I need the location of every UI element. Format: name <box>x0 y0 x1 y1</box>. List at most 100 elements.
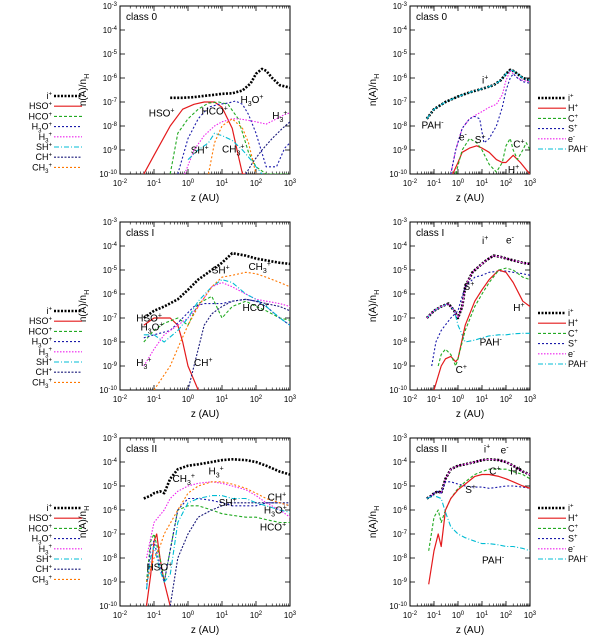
y-axis-label: n(A)/nH <box>368 74 381 106</box>
annotation-s-plus: S+ <box>465 484 476 496</box>
y-tick-label: 10-6 <box>103 506 118 515</box>
legend-label-i-plus: i+ <box>568 503 574 513</box>
y-tick-label: 10-3 <box>103 2 118 11</box>
series-group <box>143 457 290 606</box>
y-tick-label: 10-8 <box>103 554 118 563</box>
y-axis-label: n(A)/nH <box>368 506 381 538</box>
series-line-h-plus <box>428 473 530 585</box>
y-tick-label: 10-4 <box>103 458 118 467</box>
series-line-i-plus <box>143 457 290 500</box>
series-line-i-plus <box>425 68 530 120</box>
annotation-pah-minus: PAH- <box>482 554 505 566</box>
x-tick-label: 102 <box>250 395 263 404</box>
legend: i+H+C+S+e-PAH- <box>538 308 588 369</box>
annotation-i-plus: i+ <box>482 74 488 86</box>
legend-label-hco-plus: HCO+ <box>28 523 52 533</box>
y-tick-label: 10-6 <box>393 74 408 83</box>
x-tick-label: 103 <box>524 179 537 188</box>
series-line-c-plus <box>428 468 530 551</box>
annotation-c-plus: C+ <box>456 364 467 376</box>
y-tick-label: 10-6 <box>393 290 408 299</box>
panel-title: class II <box>126 444 157 455</box>
x-axis-label: z (AU) <box>191 409 219 420</box>
y-tick-label: 10-7 <box>103 314 118 323</box>
annotation-h3o-plus: H3O+ <box>240 94 263 108</box>
series-line-s-plus <box>426 481 530 499</box>
x-tick-label: 10-2 <box>403 395 418 404</box>
legend: i+HSO+HCO+H3O+H3+SH+CH+CH3+ <box>28 91 82 175</box>
series-line-pah-minus <box>426 69 530 120</box>
annotation-h3o-plus: H3O+ <box>140 322 163 336</box>
panel-right-class-0: 10-2 10-1 100 101 102 103 10-10 10-9 10-8 10-7 10-… <box>368 2 537 204</box>
y-tick-label: 10-5 <box>393 482 408 491</box>
series-line-ch-plus <box>187 298 290 390</box>
legend-label-i-plus: i+ <box>568 93 574 103</box>
legend-label-hso-plus: HSO+ <box>29 101 53 111</box>
y-axis-label: n(A)/nH <box>78 506 91 538</box>
series-line-i-plus <box>425 254 530 320</box>
x-tick-label: 103 <box>524 395 537 404</box>
y-tick-label: 10-10 <box>99 170 117 179</box>
x-axis-label: z (AU) <box>456 409 484 420</box>
series-group <box>425 68 530 174</box>
annotation-sh-plus: SH+ <box>219 497 237 509</box>
x-tick-label: 103 <box>284 611 297 620</box>
legend-label-c-plus: C+ <box>568 113 579 123</box>
annotation-sh-plus: SH+ <box>191 145 209 157</box>
legend-label-hso-plus: HSO+ <box>29 513 53 523</box>
legend-label-s-plus: S+ <box>568 124 578 134</box>
series-line-ch3-plus <box>207 118 257 174</box>
series-line-c-plus <box>455 137 530 174</box>
y-tick-label: 10-10 <box>99 602 117 611</box>
y-tick-label: 10-9 <box>393 578 408 587</box>
y-tick-label: 10-7 <box>393 98 408 107</box>
legend: i+HSO+HCO+H3O+H3+SH+CH+CH3+ <box>28 306 82 390</box>
legend: i+HSO+HCO+H3O+H3+SH+CH+CH3+ <box>28 503 82 587</box>
y-tick-label: 10-8 <box>103 338 118 347</box>
x-tick-label: 100 <box>182 395 195 404</box>
annotation-ch3-plus: CH3+ <box>248 261 270 275</box>
legend-label-h-plus: H+ <box>568 513 579 523</box>
x-tick-label: 10-1 <box>147 611 162 620</box>
legend-label-ch3-plus: CH3+ <box>32 377 52 390</box>
annotation-s-plus: S+ <box>475 134 486 146</box>
x-tick-label: 103 <box>524 611 537 620</box>
x-tick-label: 101 <box>216 611 229 620</box>
y-tick-label: 10-5 <box>103 482 118 491</box>
legend-label-sh-plus: SH+ <box>36 142 53 152</box>
x-tick-label: 101 <box>476 611 489 620</box>
legend-label-hco-plus: HCO+ <box>28 111 52 121</box>
y-tick-label: 10-4 <box>103 26 118 35</box>
annotation-sh-plus: SH+ <box>212 265 230 277</box>
legend-label-pah-minus: PAH- <box>568 359 588 369</box>
y-tick-label: 10-9 <box>103 578 118 587</box>
legend-label-ch-plus: CH+ <box>35 367 52 377</box>
y-tick-label: 10-9 <box>103 146 118 155</box>
x-axis-label: z (AU) <box>191 193 219 204</box>
y-tick-label: 10-3 <box>393 2 408 11</box>
legend-label-s-plus: S+ <box>568 339 578 349</box>
series-line-h-plus <box>433 269 530 390</box>
annotation-e-minus: e- <box>501 444 510 456</box>
panel-left-class-I: 10-2 10-1 100 101 102 103 10-10 10-9 10-8 10-7 10-… <box>78 218 297 420</box>
y-tick-label: 10-6 <box>393 506 408 515</box>
series-line-h3-plus <box>143 281 290 367</box>
legend-label-ch-plus: CH+ <box>35 152 52 162</box>
legend-label-e-minus: e- <box>568 349 575 359</box>
y-tick-label: 10-4 <box>103 242 118 251</box>
x-tick-label: 101 <box>216 179 229 188</box>
x-tick-label: 101 <box>216 395 229 404</box>
legend-label-c-plus: C+ <box>568 328 579 338</box>
series-line-hco-plus <box>143 295 290 343</box>
legend: i+H+C+S+e-PAH- <box>538 503 588 564</box>
y-tick-label: 10-10 <box>99 386 117 395</box>
y-tick-label: 10-9 <box>393 362 408 371</box>
series-line-pah-minus <box>426 495 530 552</box>
annotation-h3-plus: H3+ <box>272 110 287 124</box>
series-line-hco-plus <box>169 101 290 174</box>
annotation-e-minus: e- <box>506 234 515 246</box>
plot-frame <box>409 5 531 175</box>
y-tick-label: 10-3 <box>103 218 118 227</box>
series-line-s-plus <box>431 270 530 367</box>
